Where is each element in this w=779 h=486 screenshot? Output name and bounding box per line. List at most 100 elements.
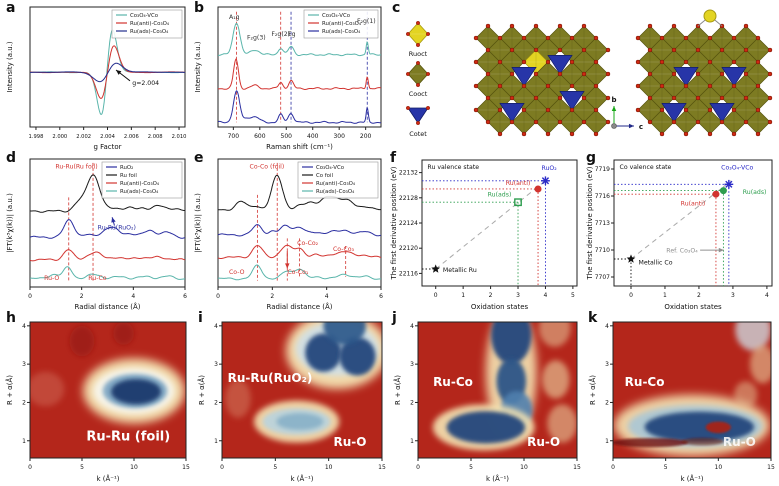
panel-c-structure: Ruoct Cooct Cotet b c <box>406 9 773 138</box>
svg-text:The first derivative position: The first derivative position (eV) <box>586 166 594 280</box>
svg-text:600: 600 <box>254 133 266 140</box>
svg-text:Ru(anti)-Co₃O₄: Ru(anti)-Co₃O₄ <box>120 181 159 187</box>
panel-h-label: h <box>6 310 16 326</box>
svg-text:Co foil: Co foil <box>316 173 333 179</box>
panel-j-chart: Ru-Co Ru-O 0 5 10 15 1 2 3 4 k (Å⁻¹) R + α(Å) <box>393 321 581 483</box>
svg-text:Co₃O₄-VCo: Co₃O₄-VCo <box>322 13 350 19</box>
svg-text:15: 15 <box>573 464 581 471</box>
svg-text:Ru(anti)-Co₃O₄: Ru(anti)-Co₃O₄ <box>130 21 169 27</box>
panel-g-label: g <box>586 150 597 166</box>
svg-text:1.998: 1.998 <box>29 134 44 140</box>
panel-a-label: a <box>6 0 16 16</box>
svg-text:F₂g(3): F₂g(3) <box>247 34 266 41</box>
svg-text:2: 2 <box>697 292 701 299</box>
svg-text:5: 5 <box>469 464 473 471</box>
svg-text:3: 3 <box>214 361 218 368</box>
svg-text:5: 5 <box>80 464 84 471</box>
panel-i-label: i <box>198 310 203 326</box>
svg-text:Co-Co₃: Co-Co₃ <box>333 246 355 253</box>
svg-text:F₂g(1): F₂g(1) <box>357 18 376 25</box>
panel-f-chart: 0 1 2 3 4 5 22116 22120 22124 22128 22132 Oxidation… <box>390 159 578 311</box>
svg-text:22128: 22128 <box>399 195 418 202</box>
svg-text:15: 15 <box>378 464 386 471</box>
panel-b-label: b <box>194 0 205 16</box>
svg-text:2: 2 <box>270 293 274 300</box>
svg-text:R + α(Å): R + α(Å) <box>588 375 597 405</box>
svg-text:k (Å⁻¹): k (Å⁻¹) <box>486 474 509 483</box>
svg-text:g Factor: g Factor <box>93 143 121 151</box>
svg-text:Oxidation states: Oxidation states <box>664 303 722 311</box>
svg-text:10: 10 <box>520 464 528 471</box>
panel-h-chart: Ru-Ru (foil) 0 5 10 15 1 2 3 4 k (Å⁻¹) R + α(Å) <box>5 321 190 483</box>
svg-text:Ru(ads)-Co₃O₄: Ru(ads)-Co₃O₄ <box>316 189 354 195</box>
panel-e-label: e <box>194 150 204 166</box>
svg-text:22124: 22124 <box>399 220 418 227</box>
svg-text:Co₃O₄-VCo: Co₃O₄-VCo <box>316 165 344 171</box>
svg-text:10: 10 <box>715 464 723 471</box>
panel-k: Ru-Co Ru-O 0 5 10 15 1 2 3 4 k (Å⁻¹) R + α(Å) <box>587 314 779 484</box>
svg-text:7716: 7716 <box>595 193 610 200</box>
svg-text:Ru(ads)-Co₃O₄: Ru(ads)-Co₃O₄ <box>130 29 168 35</box>
svg-text:Co-Co₁: Co-Co₁ <box>287 269 309 276</box>
svg-text:4: 4 <box>765 292 769 299</box>
svg-text:4: 4 <box>131 293 135 300</box>
svg-text:Ru(ads)-Co₃O₄: Ru(ads)-Co₃O₄ <box>322 29 360 35</box>
svg-text:Radial distance (Å): Radial distance (Å) <box>75 302 141 311</box>
svg-text:Ru-O: Ru-O <box>527 435 560 449</box>
svg-text:Intensity (a.u.): Intensity (a.u.) <box>6 41 14 93</box>
svg-text:7707: 7707 <box>595 274 610 281</box>
svg-text:6: 6 <box>379 293 383 300</box>
svg-text:400: 400 <box>307 133 319 140</box>
svg-text:0: 0 <box>220 464 224 471</box>
svg-text:R + α(Å): R + α(Å) <box>5 375 14 405</box>
svg-text:0: 0 <box>28 293 32 300</box>
svg-text:0: 0 <box>611 464 615 471</box>
svg-text:The first derivative position: The first derivative position (eV) <box>390 166 398 280</box>
panel-h: Ru-Ru (foil) 0 5 10 15 1 2 3 4 k (Å⁻¹) R + α(Å) <box>4 314 194 484</box>
svg-text:Ru(anti): Ru(anti) <box>681 200 706 207</box>
svg-text:1: 1 <box>605 438 609 445</box>
svg-text:3: 3 <box>22 361 26 368</box>
panel-a: 1.998 2.000 2.002 2.004 2.006 2.008 2.010 g Fac… <box>4 2 190 152</box>
svg-text:2: 2 <box>489 292 493 299</box>
svg-text:200: 200 <box>360 133 372 140</box>
svg-text:Ru(anti)-Co₃O₄: Ru(anti)-Co₃O₄ <box>316 181 355 187</box>
panel-b: 700 600 500 400 300 200 Raman shift (cm⁻¹) Inte… <box>192 2 386 152</box>
svg-text:Co valence state: Co valence state <box>620 164 672 171</box>
svg-text:2.010: 2.010 <box>172 134 187 140</box>
svg-text:Ruoct: Ruoct <box>409 50 428 58</box>
svg-text:Ref. Co₃O₄: Ref. Co₃O₄ <box>666 248 698 255</box>
panel-f-label: f <box>390 150 397 166</box>
svg-text:Raman shift (cm⁻¹): Raman shift (cm⁻¹) <box>266 143 333 151</box>
svg-text:Metallic Ru: Metallic Ru <box>443 267 477 274</box>
svg-text:Cotet: Cotet <box>409 130 427 138</box>
svg-text:2.002: 2.002 <box>76 134 91 140</box>
panel-c: Ruoct Cooct Cotet b c <box>388 2 779 150</box>
panel-j-label: j <box>392 310 397 326</box>
svg-text:Ru valence state: Ru valence state <box>427 164 479 171</box>
svg-text:0: 0 <box>416 464 420 471</box>
svg-text:Ru-Ru(RuO₂): Ru-Ru(RuO₂) <box>228 371 313 385</box>
svg-text:22120: 22120 <box>399 245 418 252</box>
svg-text:6: 6 <box>183 293 187 300</box>
svg-text:Radial distance (Å): Radial distance (Å) <box>267 302 333 311</box>
svg-text:0: 0 <box>28 464 32 471</box>
svg-text:c: c <box>639 123 643 131</box>
svg-text:10: 10 <box>325 464 333 471</box>
panel-j: Ru-Co Ru-O 0 5 10 15 1 2 3 4 k (Å⁻¹) R + α(Å) <box>392 314 585 484</box>
svg-text:2.004: 2.004 <box>100 134 116 140</box>
svg-text:Metallic Co: Metallic Co <box>638 260 672 267</box>
svg-text:Ru-O: Ru-O <box>44 275 59 282</box>
svg-text:15: 15 <box>767 464 775 471</box>
svg-text:4: 4 <box>410 323 414 330</box>
svg-text:0: 0 <box>216 293 220 300</box>
svg-text:300: 300 <box>333 133 345 140</box>
svg-text:Co₃O₄-VCo: Co₃O₄-VCo <box>130 13 158 19</box>
svg-text:7719: 7719 <box>595 166 610 173</box>
svg-text:RuO₂: RuO₂ <box>120 165 133 171</box>
svg-text:5: 5 <box>571 292 575 299</box>
panel-e-chart: 0 2 4 6 Radial distance (Å) |FT(k³χ(k))| (a.u… <box>194 158 383 311</box>
svg-text:4: 4 <box>325 293 329 300</box>
svg-text:2.000: 2.000 <box>52 134 67 140</box>
